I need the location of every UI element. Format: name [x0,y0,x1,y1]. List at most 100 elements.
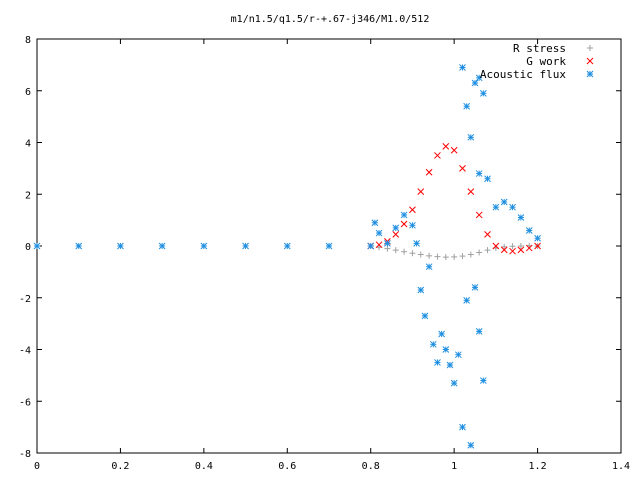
data-point-acoustic-flux [471,79,479,87]
data-point-acoustic-flux [33,242,41,250]
data-point-acoustic-flux [325,242,333,250]
data-point-acoustic-flux-stroke [325,242,333,250]
data-point-acoustic-flux [475,328,483,335]
data-point-g-work-stroke [500,246,508,254]
data-point-r-stress [509,243,516,250]
legend-label-g-work: G work [526,55,566,68]
data-point-g-work-stroke [509,247,516,255]
data-point-g-work-stroke [409,206,416,214]
data-point-g-work-stroke [534,242,541,250]
data-point-acoustic-flux [413,240,420,247]
data-point-acoustic-flux-stroke [242,242,249,250]
data-point-acoustic-flux [471,284,479,291]
data-point-r-stress [384,245,391,252]
data-point-acoustic-flux [442,346,450,353]
data-point-acoustic-flux [75,242,83,250]
data-point-r-stress [409,250,416,257]
data-point-g-work-stroke [400,220,408,228]
data-point-acoustic-flux [467,133,475,141]
data-point-g-work [409,206,416,214]
x-tick-label: 1.4 [612,461,630,472]
data-point-acoustic-flux [446,361,454,369]
data-point-g-work [442,143,450,150]
data-point-g-work-stroke [417,188,425,196]
data-point-acoustic-flux [400,211,408,219]
y-tick-label: 4 [25,139,31,150]
data-point-acoustic-flux [417,286,425,294]
data-point-acoustic-flux-stroke [200,242,208,250]
data-point-acoustic-flux-stroke [463,296,471,304]
data-point-acoustic-flux-stroke [459,423,466,431]
data-point-g-work [517,246,525,254]
data-point-acoustic-flux [459,64,466,71]
data-point-acoustic-flux [367,242,375,250]
data-marks [33,45,594,449]
data-point-acoustic-flux-stroke [367,242,375,250]
data-point-g-work [375,241,383,249]
data-point-acoustic-flux-stroke [534,234,541,242]
data-point-acoustic-flux-stroke [438,330,445,338]
legend-marker-r-stress [587,45,593,51]
data-point-g-work-stroke [525,244,533,252]
data-point-acoustic-flux [117,242,124,250]
data-point-acoustic-flux-stroke [425,263,433,271]
data-point-acoustic-flux [242,242,249,250]
legend-marker-g-work [586,57,594,65]
data-point-g-work [450,146,458,154]
y-tick-label: -8 [19,449,31,460]
data-point-acoustic-flux [375,229,383,237]
data-point-acoustic-flux-stroke [283,242,291,250]
y-tick-label: -2 [19,294,31,305]
data-point-acoustic-flux-stroke [492,203,500,211]
y-tick-label: 0 [25,242,31,253]
data-point-acoustic-flux-stroke [117,242,124,250]
data-point-g-work [417,188,425,196]
data-point-g-work [500,246,508,254]
data-point-r-stress [442,254,449,261]
data-point-acoustic-flux-stroke [500,198,508,206]
data-point-acoustic-flux [384,240,391,247]
data-point-r-stress [459,253,466,260]
x-tick-label: 0.2 [111,461,129,472]
data-point-g-work [459,165,466,172]
data-point-acoustic-flux-stroke [384,240,391,247]
data-point-acoustic-flux-stroke [371,219,379,227]
data-point-acoustic-flux-stroke [484,175,491,183]
data-point-g-work [392,231,400,238]
data-point-acoustic-flux [525,227,533,234]
data-point-acoustic-flux-stroke [409,221,416,229]
data-point-acoustic-flux [429,340,437,348]
data-point-acoustic-flux-stroke [392,224,400,232]
data-point-acoustic-flux-stroke [467,133,475,141]
data-point-acoustic-flux-stroke [446,361,454,369]
data-point-acoustic-flux [158,242,166,250]
y-tick-label: 8 [25,35,31,46]
data-point-acoustic-flux [454,351,462,359]
data-point-acoustic-flux [475,74,483,82]
legend: R stress G work Acoustic flux [480,42,566,81]
data-point-acoustic-flux-stroke [471,284,479,291]
data-point-acoustic-flux [459,423,466,431]
data-point-r-stress [417,251,424,258]
data-point-r-stress [476,249,483,256]
data-point-acoustic-flux [479,377,487,384]
data-point-r-stress [517,243,524,249]
data-point-acoustic-flux [409,221,416,229]
data-point-acoustic-flux-stroke [417,286,425,294]
data-point-acoustic-flux [517,214,525,221]
data-point-acoustic-flux [463,296,471,304]
data-point-r-stress [451,253,458,260]
data-point-acoustic-flux-stroke [459,64,466,71]
data-point-g-work-stroke [492,242,500,250]
data-point-g-work-stroke [467,188,475,196]
data-point-g-work [484,231,491,238]
data-point-acoustic-flux-stroke [471,79,479,87]
data-point-acoustic-flux [500,198,508,206]
axis-ticks: 0 0.2 0.4 0.6 0.8 1 1.2 1.4 8 6 4 2 0 -2 -4 -6 -8 [19,35,630,472]
data-point-g-work-stroke [517,246,525,254]
data-point-acoustic-flux [492,203,500,211]
data-point-acoustic-flux-stroke [429,340,437,348]
data-point-acoustic-flux-stroke [475,328,483,335]
legend-label-r-stress: R stress [513,42,566,55]
legend-label-acoustic-flux: Acoustic flux [480,68,566,81]
